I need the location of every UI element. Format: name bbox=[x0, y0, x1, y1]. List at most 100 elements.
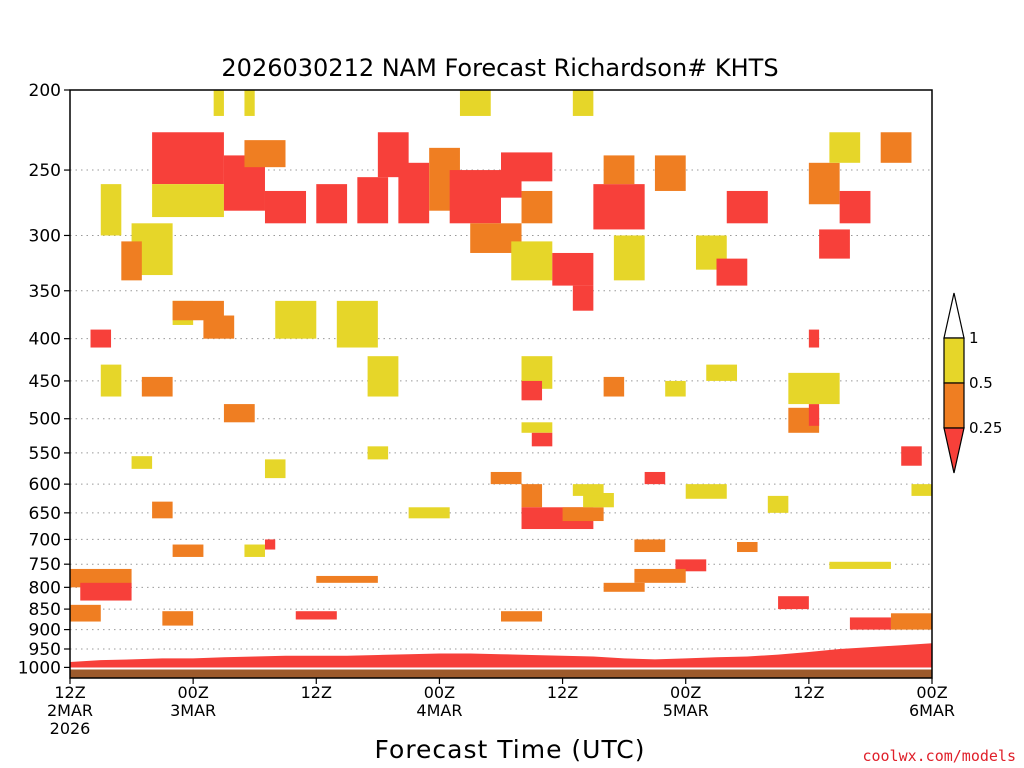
credit-text: coolwx.com/models bbox=[862, 747, 1016, 765]
ri-cell-32 bbox=[716, 258, 748, 286]
legend-orange-box bbox=[943, 382, 965, 429]
ri-cell-41 bbox=[808, 404, 820, 426]
ri-cell-53 bbox=[737, 541, 758, 553]
ri-cell-67 bbox=[213, 90, 224, 116]
ri-cell-34 bbox=[90, 329, 112, 348]
ground-rect bbox=[70, 668, 932, 678]
x-axis-title: Forecast Time (UTC) bbox=[375, 735, 646, 764]
ri-cell-79 bbox=[408, 507, 450, 519]
y-tick-label-700: 700 bbox=[29, 530, 61, 550]
ri-cell-29 bbox=[572, 285, 594, 311]
legend-yellow-box bbox=[943, 337, 965, 384]
legend-top-triangle bbox=[943, 292, 965, 339]
x-tick-label-1-1: 3MAR bbox=[170, 701, 216, 720]
ri-cell-27 bbox=[511, 241, 553, 281]
ri-cell-47 bbox=[583, 492, 614, 508]
x-tick-label-7-0: 00Z bbox=[916, 683, 947, 702]
ri-cell-1 bbox=[152, 184, 224, 218]
surface-red-band bbox=[70, 643, 932, 669]
ri-cell-30 bbox=[613, 235, 645, 281]
x-tick-label-7-1: 6MAR bbox=[909, 701, 955, 720]
x-tick-label-4-0: 12Z bbox=[547, 683, 578, 702]
ri-cell-87 bbox=[100, 364, 122, 397]
ri-cell-73 bbox=[336, 300, 378, 348]
ri-cell-50 bbox=[264, 539, 276, 550]
x-tick-label-0-0: 12Z bbox=[54, 683, 85, 702]
y-tick-label-400: 400 bbox=[29, 330, 61, 350]
ri-cell-88 bbox=[901, 446, 922, 466]
ri-cell-15 bbox=[603, 155, 635, 185]
richardson-cells bbox=[70, 90, 932, 630]
legend-bottom-triangle bbox=[943, 427, 965, 474]
ri-cell-68 bbox=[244, 90, 255, 116]
chart-title: 2026030212 NAM Forecast Richardson# KHTS bbox=[221, 54, 778, 82]
x-tick-label-0-1: 2MAR bbox=[47, 701, 93, 720]
ri-cell-55 bbox=[80, 582, 132, 601]
ri-cell-49 bbox=[172, 544, 204, 557]
y-tick-label-600: 600 bbox=[29, 475, 61, 495]
x-tick-label-2-0: 12Z bbox=[301, 683, 332, 702]
ri-cell-24 bbox=[172, 300, 224, 321]
ri-cell-57 bbox=[162, 611, 194, 626]
x-tick-label-6-0: 12Z bbox=[793, 683, 824, 702]
ri-cell-83 bbox=[829, 561, 891, 569]
ri-cell-28 bbox=[552, 252, 594, 286]
y-tick-label-450: 450 bbox=[29, 372, 61, 392]
ri-cell-56 bbox=[70, 604, 101, 622]
ri-cell-63 bbox=[778, 596, 809, 610]
ri-cell-10 bbox=[449, 170, 501, 224]
plot-frame bbox=[69, 89, 933, 679]
ground-fill bbox=[70, 667, 932, 678]
x-tick-label-5-0: 00Z bbox=[670, 683, 701, 702]
ri-cell-5 bbox=[316, 184, 348, 224]
ri-cell-76 bbox=[665, 380, 686, 397]
ri-cell-86 bbox=[131, 456, 153, 469]
ri-cell-20 bbox=[880, 132, 912, 163]
y-tick-label-800: 800 bbox=[29, 578, 61, 598]
ri-cell-70 bbox=[572, 90, 594, 116]
x-tick-label-0-2: 2026 bbox=[50, 719, 91, 738]
legend-label-1: 0.5 bbox=[969, 374, 993, 392]
y-axis: 200 250 300 350 400 450 500 550 600 650 700 750 8008… bbox=[18, 81, 70, 678]
ri-cell-35 bbox=[141, 376, 173, 397]
ri-cell-46 bbox=[562, 507, 604, 522]
legend-label-2: 0.25 bbox=[969, 419, 1002, 437]
x-tick-label-3-1: 4MAR bbox=[416, 701, 462, 720]
ri-cell-72 bbox=[275, 300, 317, 339]
legend: 1 0.5 0.25 bbox=[943, 292, 1002, 474]
surface-layer bbox=[70, 643, 932, 669]
ri-cell-85 bbox=[367, 356, 399, 397]
plot-area bbox=[70, 90, 932, 678]
ri-cell-36 bbox=[223, 404, 255, 423]
ri-cell-13 bbox=[521, 190, 553, 224]
ri-cell-6 bbox=[357, 177, 389, 224]
ri-cell-43 bbox=[490, 471, 522, 485]
ri-cell-65 bbox=[890, 613, 932, 630]
y-tick-label-750: 750 bbox=[29, 555, 61, 575]
ri-cell-14 bbox=[593, 184, 645, 230]
ri-cell-92 bbox=[264, 459, 286, 479]
ri-cell-42 bbox=[808, 329, 820, 348]
ri-cell-48 bbox=[152, 501, 173, 519]
ri-cell-16 bbox=[654, 155, 686, 191]
ri-cell-38 bbox=[521, 380, 543, 401]
ri-cell-33 bbox=[819, 229, 850, 259]
x-tick-label-1-0: 00Z bbox=[177, 683, 208, 702]
ri-cell-61 bbox=[603, 582, 645, 592]
ri-cell-19 bbox=[839, 190, 871, 224]
ri-cell-60 bbox=[501, 611, 543, 622]
y-tick-label-500: 500 bbox=[29, 410, 61, 430]
ri-cell-58 bbox=[295, 611, 337, 620]
ri-cell-8 bbox=[398, 162, 430, 224]
ri-cell-52 bbox=[675, 559, 707, 572]
y-tick-label-300: 300 bbox=[29, 226, 61, 246]
ri-cell-89 bbox=[644, 471, 666, 485]
ri-cell-91 bbox=[367, 446, 389, 460]
ri-cell-17 bbox=[726, 190, 768, 224]
ri-cell-18 bbox=[808, 162, 840, 205]
x-tick-label-3-0: 00Z bbox=[424, 683, 455, 702]
ri-cell-54 bbox=[70, 568, 132, 588]
y-tick-label-350: 350 bbox=[29, 282, 61, 302]
